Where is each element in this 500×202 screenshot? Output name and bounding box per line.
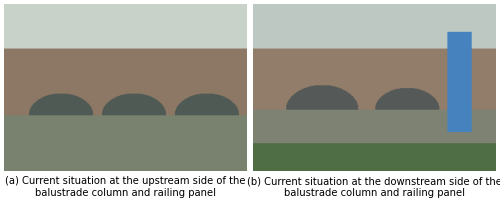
X-axis label: (b) Current situation at the downstream side of the
balustrade column and railin: (b) Current situation at the downstream … bbox=[247, 176, 500, 198]
X-axis label: (a) Current situation at the upstream side of the
balustrade column and railing : (a) Current situation at the upstream si… bbox=[5, 176, 246, 198]
